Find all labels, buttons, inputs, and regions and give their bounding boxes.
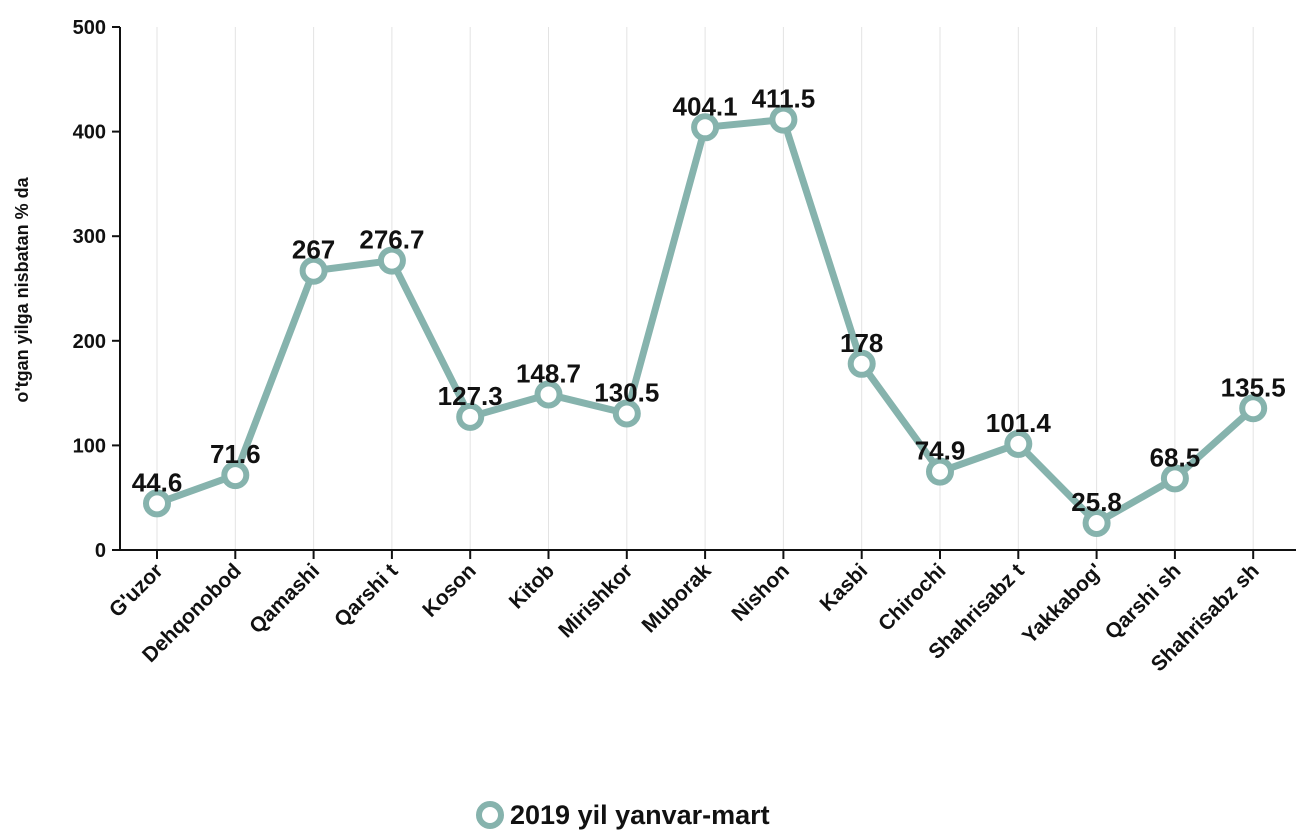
x-tick-label: Mirishkor [554, 559, 637, 642]
data-labels: 44.6 71.6 267 276.7 127.3 148.7 130.5 404.1 411.… [132, 84, 1286, 517]
data-point [691, 113, 720, 142]
y-tick-label: 100 [73, 435, 106, 457]
y-tick-label: 0 [95, 540, 106, 562]
x-tick-label: Qarshi sh [1101, 559, 1186, 644]
data-label: 148.7 [516, 358, 581, 388]
data-point [769, 105, 798, 134]
series-layer [143, 105, 1268, 538]
y-tick-label: 200 [73, 331, 106, 353]
grid-lines [156, 27, 1254, 550]
data-point [534, 380, 563, 409]
x-tick-label: Nishon [727, 559, 794, 626]
legend-label: 2019 yil yanvar-mart [510, 800, 770, 830]
data-label: 130.5 [594, 377, 659, 407]
data-point [143, 489, 171, 518]
x-tick-label: Kitob [505, 559, 559, 613]
data-label: 135.5 [1221, 372, 1286, 402]
x-tick-label: Qamashi [245, 559, 324, 638]
data-label: 276.7 [359, 225, 424, 255]
y-axis-title: o'tgan yilga nisbatan % da [12, 176, 32, 402]
axes [119, 27, 1296, 551]
data-label: 71.6 [210, 439, 261, 469]
x-tick-label: Yakkabog' [1018, 559, 1107, 648]
data-label: 411.5 [752, 84, 816, 114]
data-label: 25.8 [1071, 487, 1122, 517]
y-tick-label: 500 [73, 17, 106, 39]
y-axis-ticks: 0 100 200 300 400 500 [73, 17, 120, 562]
data-label: 404.1 [673, 91, 738, 121]
data-label: 44.6 [132, 467, 183, 497]
data-point [612, 399, 641, 428]
data-label: 68.5 [1150, 442, 1201, 472]
x-tick-label: Kasbi [816, 559, 873, 616]
data-point [926, 457, 954, 486]
x-tick-label: Chirochi [874, 559, 950, 635]
y-tick-label: 400 [73, 122, 106, 144]
data-label: 178 [840, 328, 883, 358]
x-tick-label: Qarshi t [330, 559, 402, 631]
x-tick-label: Muborak [637, 559, 715, 637]
y-tick-label: 300 [73, 226, 106, 248]
data-point [847, 349, 876, 378]
data-label: 267 [292, 235, 335, 265]
x-tick-label: Koson [418, 559, 480, 621]
data-point [1004, 429, 1033, 458]
legend-marker [476, 801, 504, 829]
data-point [1239, 394, 1268, 423]
data-point [1160, 464, 1189, 493]
data-label: 101.4 [986, 408, 1052, 438]
data-label: 74.9 [915, 436, 966, 466]
data-label: 127.3 [438, 381, 503, 411]
data-point [1082, 509, 1111, 538]
data-point [456, 402, 485, 431]
data-point [221, 461, 250, 490]
data-point [377, 246, 406, 275]
x-tick-label: G'uzor [105, 559, 168, 622]
legend[interactable]: 2019 yil yanvar-mart [476, 800, 770, 830]
data-point [299, 256, 328, 285]
